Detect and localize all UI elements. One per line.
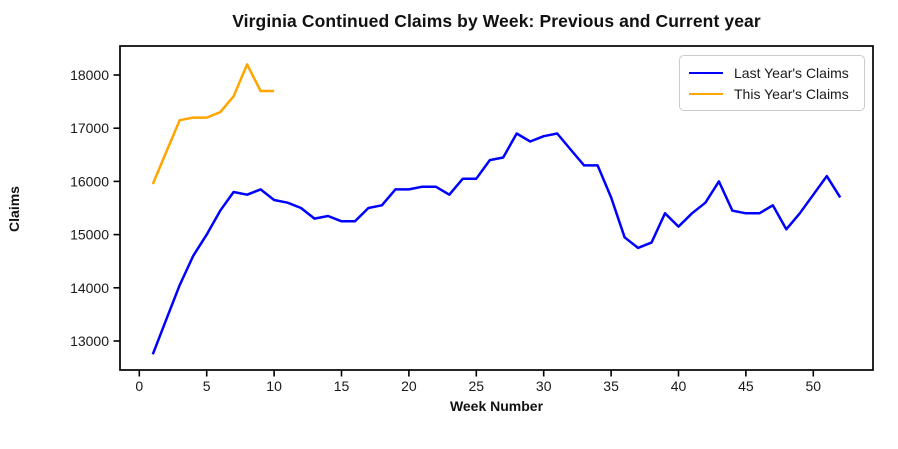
x-axis-label: Week Number [449,398,544,414]
y-tick-label: 18000 [70,67,109,83]
legend-line-swatch-orange [689,92,723,95]
x-axis-ticks: 0 5 10 15 20 25 30 35 40 45 50 [135,370,821,394]
x-tick-label: 35 [603,378,619,394]
x-tick-label: 45 [738,378,754,394]
x-tick-label: 10 [266,378,282,394]
x-tick-label: 25 [469,378,485,394]
x-tick-label: 40 [671,378,687,394]
x-tick-label: 20 [401,378,417,394]
legend-item-last-year: Last Year's Claims [689,65,856,81]
x-tick-label: 0 [135,378,143,394]
y-tick-label: 14000 [70,280,109,296]
legend: Last Year's Claims This Year's Claims [679,55,865,111]
y-axis-label: Claims [6,186,22,232]
chart-title: Virginia Continued Claims by Week: Previ… [232,11,761,31]
series-line-1 [151,63,275,185]
legend-line-swatch-blue [689,71,723,74]
y-tick-label: 15000 [70,227,109,243]
x-tick-label: 50 [806,378,822,394]
x-tick-label: 30 [536,378,552,394]
y-tick-label: 17000 [70,120,109,136]
legend-label: This Year's Claims [734,85,849,102]
y-tick-label: 13000 [70,333,109,349]
legend-label: Last Year's Claims [734,64,849,81]
y-axis-ticks: 13000 14000 15000 16000 17000 18000 [70,67,120,349]
y-tick-label: 16000 [70,173,109,189]
x-tick-label: 5 [203,378,211,394]
series-line-0 [151,132,842,355]
plot-border [119,45,874,371]
x-tick-label: 15 [334,378,350,394]
legend-item-this-year: This Year's Claims [689,86,856,102]
